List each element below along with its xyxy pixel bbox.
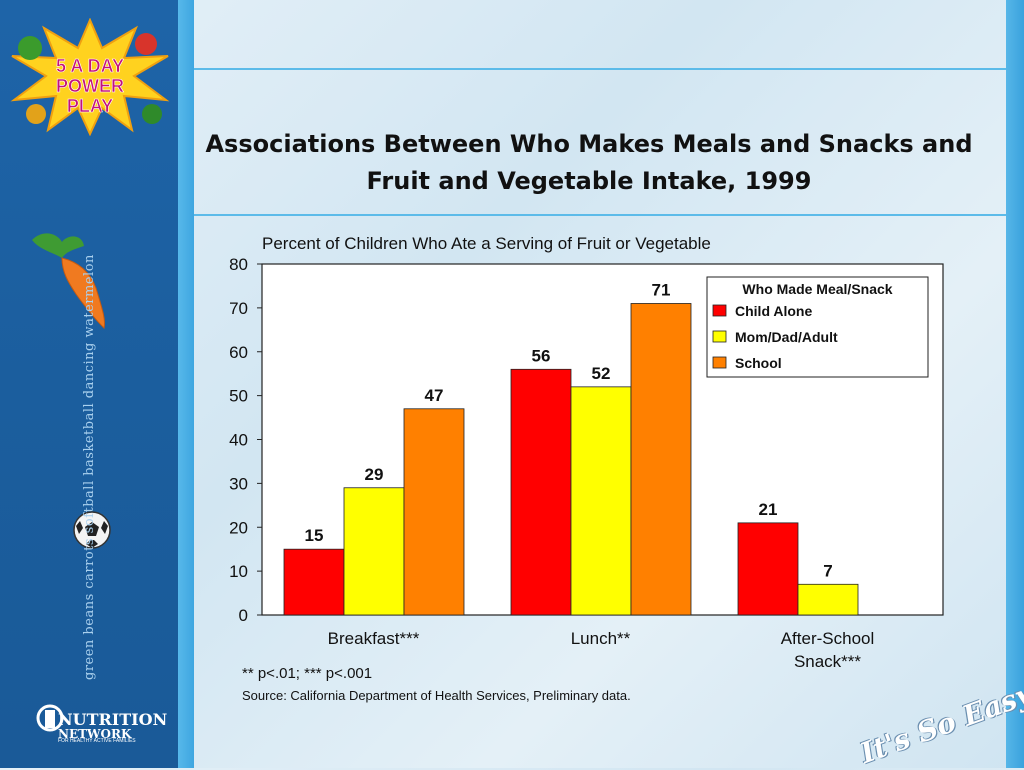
sidebar-edge (178, 0, 194, 768)
logo-line1: 5 A DAY (56, 56, 124, 76)
soccer-ball-icon (73, 511, 111, 549)
data-label: 56 (532, 346, 551, 365)
chart-title: Associations Between Who Makes Meals and… (205, 130, 973, 195)
data-label: 7 (823, 561, 832, 580)
legend-swatch (712, 304, 727, 317)
nutrition-network-logo: NUTRITION NETWORK (58, 710, 168, 741)
legend-label: Mom/Dad/Adult (735, 329, 838, 345)
data-label: 15 (305, 526, 324, 545)
logo-line3: PLAY (67, 96, 113, 116)
legend-box (706, 276, 929, 378)
data-label: 47 (425, 386, 444, 405)
network-label: NETWORK (58, 727, 132, 741)
y-tick-label: 60 (229, 343, 248, 362)
bar-mom-dad-adult-0 (343, 487, 405, 616)
y-tick-label: 80 (229, 255, 248, 274)
bar-mom-dad-adult-1 (570, 386, 632, 616)
y-tick-label: 0 (239, 606, 248, 625)
carrot-icon (32, 233, 105, 329)
bar-school-1 (630, 303, 692, 616)
bar-child-alone-1 (510, 368, 572, 616)
chart-subtitle: Percent of Children Who Ate a Serving of… (262, 234, 711, 253)
nutrition-network-logo-icon (36, 704, 64, 732)
nutrition-label: NUTRITION (58, 710, 168, 729)
legend-label: School (735, 355, 782, 371)
bar-school-0 (403, 408, 465, 616)
data-label: 21 (759, 500, 778, 519)
data-label: 29 (365, 465, 384, 484)
x-category-label: After-School (781, 629, 875, 648)
logo-line2: POWER (56, 76, 124, 96)
nutrition-network-tagline: FOR HEALTHY ACTIVE FAMILIES (58, 738, 136, 744)
y-tick-label: 70 (229, 299, 248, 318)
title-divider (194, 214, 1006, 216)
starburst-icon (10, 18, 170, 136)
five-a-day-logo: 5 A DAY POWER PLAY (10, 18, 170, 136)
legend-swatch (712, 356, 727, 369)
bar-child-alone-0 (283, 548, 345, 616)
bar-mom-dad-adult-2 (797, 583, 859, 616)
right-edge (1006, 0, 1024, 768)
chart-legend: Who Made Meal/Snack Child Alone Mom/Dad/Ad… (706, 276, 929, 378)
vegetable-icon (18, 36, 42, 60)
y-tick-label: 10 (229, 562, 248, 581)
y-tick-label: 50 (229, 387, 248, 406)
data-label: 71 (652, 280, 671, 299)
fruit-icon (135, 33, 157, 55)
legend-title: Who Made Meal/Snack (742, 281, 892, 297)
bar-child-alone-2 (737, 522, 799, 616)
x-category-label: Snack*** (794, 652, 861, 671)
x-category-label: Lunch** (571, 629, 631, 648)
y-tick-label: 30 (229, 474, 248, 493)
legend-label: Child Alone (735, 303, 812, 319)
legend-swatch (712, 330, 727, 343)
chart-bars (283, 303, 859, 616)
y-tick-label: 40 (229, 431, 248, 450)
vegetable-icon (142, 104, 162, 124)
x-category-label: Breakfast*** (328, 629, 420, 648)
fruit-icon (26, 104, 46, 124)
significance-footnote: ** p<.01; *** p<.001 (242, 665, 373, 682)
y-tick-label: 20 (229, 518, 248, 537)
data-label: 52 (592, 364, 611, 383)
top-divider (194, 68, 1006, 70)
chart-data-labels: 15 29 47 56 52 71 21 7 (305, 280, 833, 580)
source-footnote: Source: California Department of Health … (242, 688, 631, 703)
